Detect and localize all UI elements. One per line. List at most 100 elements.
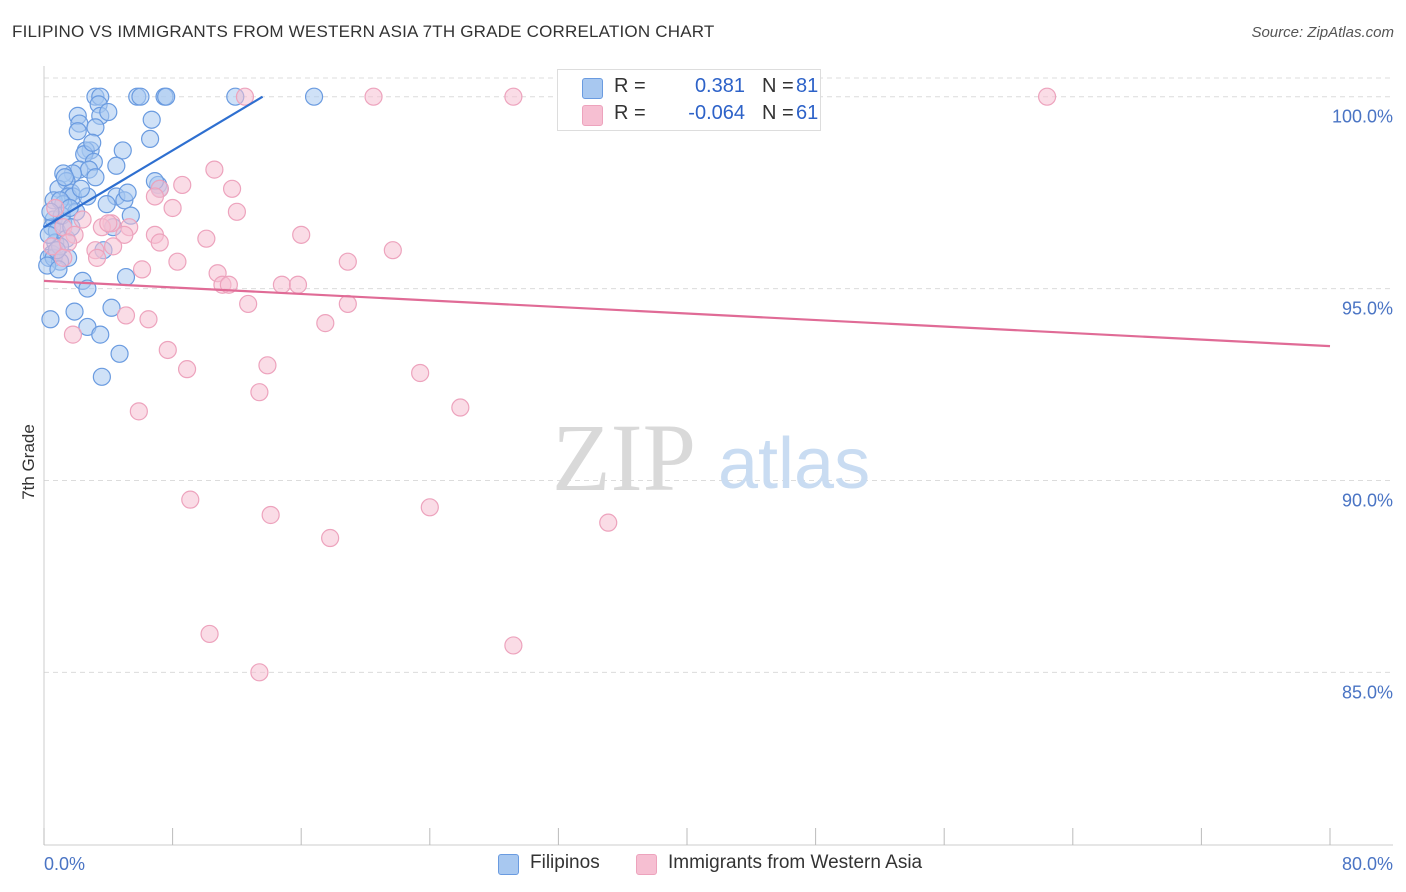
point-immigrants (115, 225, 134, 244)
legend-label-filipinos: Filipinos (530, 852, 600, 873)
y-tick-labels: 100.0% 95.0% 90.0% 85.0% (1332, 107, 1393, 703)
point-immigrants (54, 248, 73, 267)
point-immigrants (150, 233, 169, 252)
point-filipinos (140, 129, 160, 149)
point-immigrants (163, 198, 182, 218)
point-immigrants (383, 241, 402, 260)
y-tick-label: 95.0% (1342, 299, 1393, 319)
point-immigrants (504, 87, 523, 106)
point-immigrants (168, 252, 187, 271)
point-filipinos (65, 302, 84, 321)
point-immigrants (420, 498, 439, 517)
point-immigrants (338, 252, 357, 271)
point-filipinos (116, 267, 136, 287)
point-immigrants (316, 314, 335, 333)
point-immigrants (129, 402, 148, 421)
legend-r-label: R = (614, 75, 646, 97)
point-filipinos (304, 87, 324, 106)
grid-lines (44, 77, 1393, 673)
point-filipinos (91, 325, 110, 344)
point-immigrants (227, 202, 246, 221)
point-immigrants (177, 360, 197, 379)
trend-lines (43, 95, 1331, 348)
trend-line-filipinos (43, 95, 264, 229)
point-immigrants (205, 160, 224, 179)
point-immigrants (599, 513, 618, 532)
point-immigrants (411, 363, 430, 383)
point-immigrants (1037, 87, 1057, 106)
legend-swatch-pink (582, 105, 603, 126)
trend-line-immigrants (43, 279, 1331, 348)
point-filipinos (86, 118, 105, 137)
legend-n-value-immigrants: 61 (796, 102, 819, 124)
point-filipinos (157, 87, 176, 106)
x-tick-label-min: 0.0% (44, 854, 85, 874)
point-immigrants (261, 505, 280, 525)
point-immigrants (46, 198, 65, 218)
legend-n-label: N = (762, 102, 794, 124)
point-immigrants (338, 294, 357, 314)
y-tick-label: 85.0% (1342, 682, 1393, 702)
point-immigrants (504, 636, 523, 655)
point-immigrants (173, 175, 192, 195)
point-immigrants (235, 87, 255, 106)
point-filipinos (113, 141, 132, 160)
point-immigrants (87, 248, 107, 267)
point-filipinos (55, 168, 74, 187)
point-filipinos (131, 87, 150, 106)
point-filipinos (86, 168, 105, 187)
point-filipinos (118, 183, 137, 202)
point-filipinos (92, 367, 111, 386)
point-immigrants (63, 325, 83, 344)
point-immigrants (250, 663, 269, 682)
y-tick-label: 90.0% (1342, 490, 1393, 510)
point-immigrants (99, 214, 118, 233)
point-immigrants (364, 87, 383, 106)
point-immigrants (116, 306, 136, 325)
legend-swatch-blue (582, 78, 603, 99)
point-filipinos (97, 195, 116, 214)
point-immigrants (250, 383, 269, 402)
point-immigrants (158, 340, 177, 360)
legend-swatch-immigrants (636, 854, 657, 875)
point-filipinos (110, 344, 129, 363)
point-immigrants (200, 624, 219, 644)
chart-title: FILIPINO VS IMMIGRANTS FROM WESTERN ASIA… (12, 22, 715, 41)
watermark-atlas: atlas (718, 424, 870, 504)
legend-n-label: N = (762, 75, 794, 97)
legend-r-value-immigrants: -0.064 (688, 102, 745, 124)
legend-label-immigrants: Immigrants from Western Asia (668, 852, 923, 873)
source-label: Source: ZipAtlas.com (1251, 24, 1394, 41)
point-immigrants (73, 210, 92, 229)
point-filipinos (142, 110, 161, 129)
point-immigrants (272, 275, 292, 294)
legend-swatch-filipinos (498, 854, 519, 875)
point-immigrants (59, 233, 78, 252)
point-immigrants (145, 187, 165, 206)
point-immigrants (139, 310, 158, 329)
y-axis-label: 7th Grade (19, 424, 38, 500)
axes (43, 66, 1393, 846)
point-immigrants (239, 294, 258, 314)
point-filipinos (71, 179, 91, 198)
point-immigrants (181, 490, 200, 509)
point-immigrants (104, 237, 123, 256)
point-immigrants (132, 260, 152, 279)
point-filipinos (107, 156, 126, 175)
correlation-legend: R = 0.381 N = 81 R = -0.064 N = 61 (557, 69, 821, 131)
point-immigrants (292, 225, 311, 244)
x-tick-label-max: 80.0% (1342, 854, 1393, 874)
point-immigrants (321, 528, 340, 548)
point-immigrants (288, 275, 308, 294)
immigrants-points (42, 87, 1057, 682)
legend-r-value-filipinos: 0.381 (694, 75, 745, 97)
point-immigrants (197, 229, 216, 248)
point-filipinos (99, 102, 118, 122)
point-filipinos (68, 122, 87, 141)
point-filipinos (83, 133, 102, 152)
point-filipinos (102, 298, 121, 317)
watermark-zip: ZIP (552, 404, 696, 511)
point-filipinos (41, 310, 60, 329)
point-immigrants (451, 398, 470, 417)
